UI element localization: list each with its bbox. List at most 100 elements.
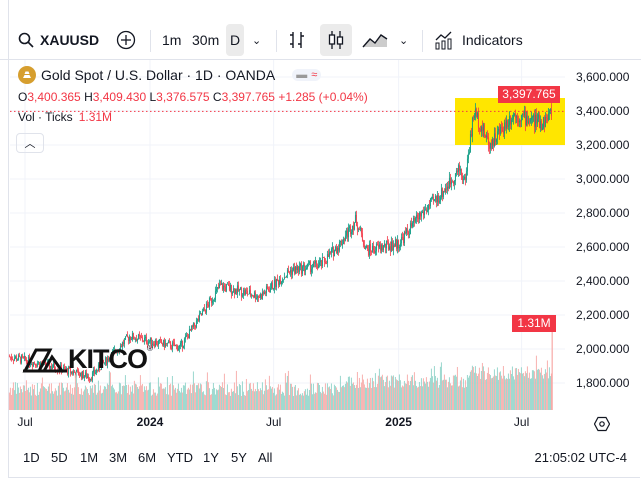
candle-body: [422, 211, 424, 215]
candle-body: [94, 372, 96, 374]
candle-body: [334, 246, 336, 251]
candle-body: [200, 313, 202, 316]
range-3m[interactable]: 3M: [109, 450, 128, 465]
range-6m[interactable]: 6M: [138, 450, 157, 465]
interval-dropdown-chevron-down-icon[interactable]: ⌄: [252, 34, 262, 47]
candle-body: [160, 339, 162, 344]
candle-body: [305, 267, 307, 270]
candle-body: [423, 210, 425, 215]
volume-bar: [329, 388, 331, 410]
candle-body: [129, 336, 131, 340]
volume-bar: [56, 395, 58, 410]
volume-bar: [137, 388, 139, 410]
volume-bar: [58, 382, 60, 410]
candle-body: [477, 113, 479, 128]
volume-bar: [330, 383, 332, 410]
candle-body: [467, 153, 469, 159]
volume-bar: [525, 373, 527, 410]
volume-bar: [486, 372, 488, 410]
gold-symbol-icon: [18, 66, 36, 84]
chart-type-chevron-down-icon[interactable]: ⌄: [399, 34, 409, 47]
range-ytd[interactable]: YTD: [167, 450, 193, 465]
interval-1m[interactable]: 1m: [162, 32, 182, 48]
bar-chart-type-button[interactable]: [288, 24, 306, 56]
candle-body: [433, 199, 435, 201]
legend-toggle[interactable]: ▬ ≈: [292, 69, 322, 81]
candle-body: [283, 277, 285, 280]
volume-bar: [326, 383, 328, 410]
range-5y[interactable]: 5Y: [231, 450, 247, 465]
candle-body: [367, 249, 369, 256]
candle-body: [516, 115, 518, 121]
candle-body: [526, 115, 528, 123]
candle-body: [282, 279, 284, 280]
range-all[interactable]: All: [258, 450, 273, 465]
candle-body: [106, 358, 108, 365]
candle-body: [538, 114, 540, 129]
candle-body: [292, 267, 294, 271]
volume-bar: [203, 394, 205, 410]
candle-body: [403, 231, 405, 244]
volume-bar: [505, 378, 507, 410]
candle-body: [175, 344, 177, 346]
candle-body: [550, 109, 552, 117]
volume-bar: [239, 385, 241, 410]
volume-bar: [400, 387, 402, 410]
volume-bar: [551, 322, 553, 410]
volume-bar: [213, 387, 215, 410]
settings-icon[interactable]: [594, 416, 610, 432]
candle-body: [372, 245, 374, 250]
candle-body: [493, 133, 495, 147]
candle-body: [215, 288, 217, 292]
volume-bar: [166, 377, 168, 410]
indicators-button[interactable]: Indicators: [434, 24, 523, 56]
candle-body: [501, 127, 503, 132]
x-tick-label: Jul: [514, 415, 529, 429]
volume-bar: [135, 384, 137, 410]
symbol-search-button[interactable]: XAUUSD: [18, 24, 99, 56]
candle-body: [442, 191, 444, 197]
candle-body: [330, 249, 332, 253]
candle-body: [268, 290, 270, 293]
candle-body: [368, 244, 370, 256]
volume-bar: [208, 388, 210, 410]
area-chart-type-button[interactable]: [362, 24, 388, 56]
range-1y[interactable]: 1Y: [203, 450, 219, 465]
volume-bar: [368, 383, 370, 410]
volume-bar: [481, 362, 483, 410]
interval-30m[interactable]: 30m: [192, 32, 220, 48]
volume-bar: [538, 369, 540, 410]
candle-body: [78, 375, 80, 376]
candle-body: [141, 337, 143, 341]
collapse-legend-button[interactable]: ︿: [16, 133, 44, 153]
candle-body: [195, 320, 197, 328]
candle-body: [234, 289, 236, 295]
candle-body: [38, 362, 40, 368]
range-1m[interactable]: 1M: [80, 450, 99, 465]
volume-bar: [14, 382, 16, 410]
volume-bar: [376, 383, 378, 410]
candles-chart-type-button[interactable]: [320, 24, 352, 56]
volume-bar: [151, 394, 153, 410]
range-1d[interactable]: 1D: [23, 450, 40, 465]
compare-button[interactable]: [116, 24, 136, 56]
volume-bar: [78, 393, 80, 410]
volume-bar: [349, 385, 351, 410]
range-5d[interactable]: 5D: [51, 450, 68, 465]
volume-bar: [457, 386, 459, 410]
candle-body: [130, 339, 132, 341]
interval-d[interactable]: D: [226, 24, 244, 56]
volume-bar: [174, 387, 176, 410]
candle-body: [209, 297, 211, 299]
volume-bar: [28, 392, 30, 410]
candle-body: [114, 349, 116, 353]
candle-body: [365, 245, 367, 248]
volume-bar: [177, 383, 179, 410]
candle-body: [435, 196, 437, 202]
volume-bar: [477, 373, 479, 410]
volume-bar: [392, 375, 394, 410]
candle-body: [270, 282, 272, 289]
volume-bar: [337, 391, 339, 410]
candle-body: [286, 269, 288, 276]
volume-bar: [341, 385, 343, 410]
